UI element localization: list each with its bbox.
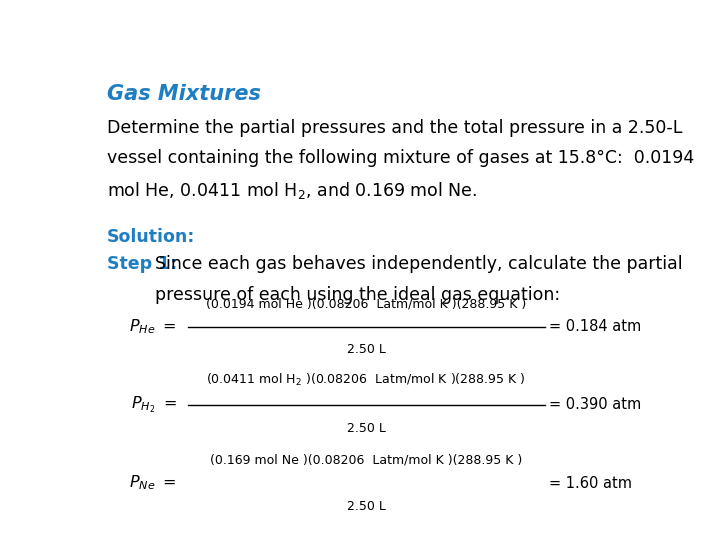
Text: Gas Mixtures: Gas Mixtures <box>107 84 261 104</box>
Text: = 1.60 atm: = 1.60 atm <box>549 476 632 491</box>
Text: Step 1:: Step 1: <box>107 255 177 273</box>
Text: = 0.390 atm: = 0.390 atm <box>549 397 642 413</box>
Text: Since each gas behaves independently, calculate the partial: Since each gas behaves independently, ca… <box>155 255 683 273</box>
Text: 2.50 L: 2.50 L <box>347 422 386 435</box>
Text: $P_{\mathit{Ne}}$ $=$: $P_{\mathit{Ne}}$ $=$ <box>129 474 176 492</box>
Text: pressure of each using the ideal gas equation:: pressure of each using the ideal gas equ… <box>155 286 560 304</box>
Text: Solution:: Solution: <box>107 228 195 246</box>
Text: (0.169 mol Ne )(0.08206  Latm/mol K )(288.95 K ): (0.169 mol Ne )(0.08206 Latm/mol K )(288… <box>210 454 522 467</box>
Text: $P_{\mathit{He}}$ $=$: $P_{\mathit{He}}$ $=$ <box>129 318 176 336</box>
Text: 2.50 L: 2.50 L <box>347 343 386 356</box>
Text: 2.50 L: 2.50 L <box>347 500 386 513</box>
Text: vessel containing the following mixture of gases at 15.8°C:  0.0194: vessel containing the following mixture … <box>107 149 694 167</box>
Text: (0.0411 mol H$_2$ )(0.08206  Latm/mol K )(288.95 K ): (0.0411 mol H$_2$ )(0.08206 Latm/mol K )… <box>207 372 526 388</box>
Text: Determine the partial pressures and the total pressure in a 2.50-L: Determine the partial pressures and the … <box>107 119 682 137</box>
Text: mol He, 0.0411 mol H$_2$, and 0.169 mol Ne.: mol He, 0.0411 mol H$_2$, and 0.169 mol … <box>107 180 477 200</box>
Text: (0.0194 mol He )(0.08206  Latm/mol K )(288.95 K ): (0.0194 mol He )(0.08206 Latm/mol K )(28… <box>206 297 526 310</box>
Text: = 0.184 atm: = 0.184 atm <box>549 319 642 334</box>
Text: $P_{\mathit{H_2}}$ $=$: $P_{\mathit{H_2}}$ $=$ <box>131 395 176 415</box>
